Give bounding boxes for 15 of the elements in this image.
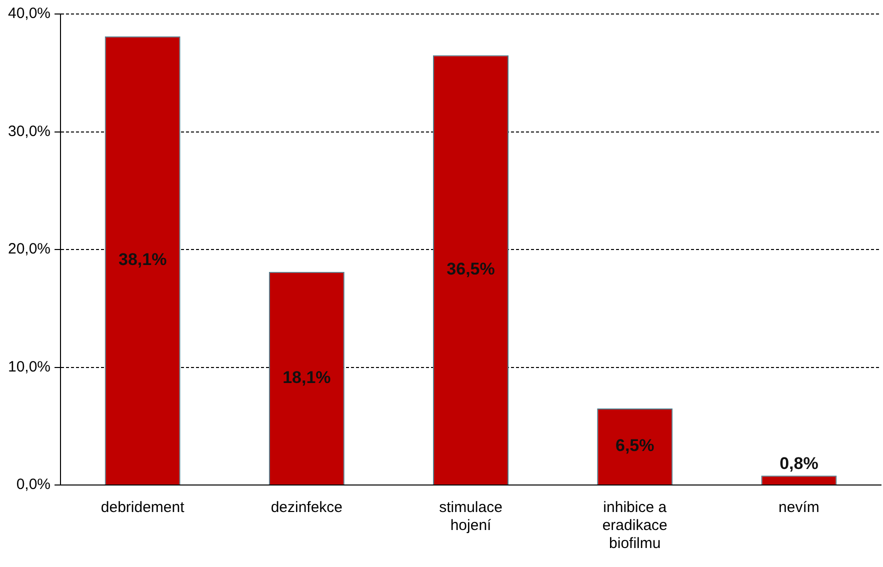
data-label: 18,1% xyxy=(282,368,331,387)
data-label: 36,5% xyxy=(446,260,495,279)
y-tick-label: 0,0% xyxy=(16,476,51,494)
y-tick-label: 10,0% xyxy=(8,358,51,376)
y-tick-label: 30,0% xyxy=(8,122,51,140)
data-label: 38,1% xyxy=(118,250,167,270)
y-tick-label: 40,0% xyxy=(8,5,51,22)
y-tick-label: 20,0% xyxy=(8,240,51,258)
data-label: 6,5% xyxy=(615,436,654,456)
x-tick-label: stimulace hojení xyxy=(439,499,502,534)
x-tick-label: nevím xyxy=(778,499,820,516)
x-tick-label: dezinfekce xyxy=(270,499,343,516)
x-tick-label: debridement xyxy=(100,499,186,516)
data-label: 0,8% xyxy=(780,454,818,473)
x-tick-label: inhibice a eradikace biofilmu xyxy=(602,499,668,552)
